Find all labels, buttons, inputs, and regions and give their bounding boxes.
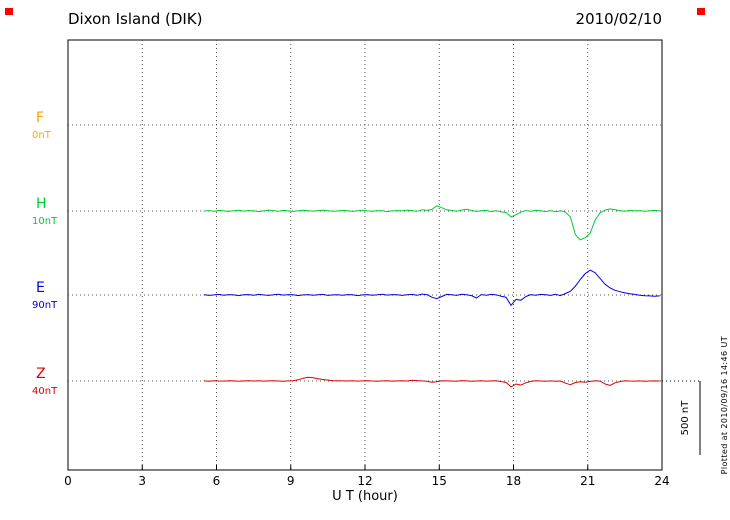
date-label: 2010/02/10: [575, 10, 662, 28]
channel-label-e: E: [36, 280, 45, 296]
corner-mark: [5, 8, 13, 15]
channel-baseline-f: 0nT: [32, 130, 51, 141]
svg-text:9: 9: [287, 474, 295, 488]
svg-text:21: 21: [580, 474, 595, 488]
svg-text:500 nT: 500 nT: [680, 400, 691, 436]
svg-text:18: 18: [506, 474, 521, 488]
corner-mark: [697, 8, 705, 15]
channel-baseline-z: 40nT: [32, 386, 58, 397]
svg-text:3: 3: [138, 474, 146, 488]
channel-baseline-h: 10nT: [32, 216, 58, 227]
channel-label-f: F: [36, 110, 45, 126]
x-axis-label: U T (hour): [332, 489, 398, 504]
page-title: Dixon Island (DIK): [68, 10, 203, 28]
channel-label-h: H: [36, 196, 47, 212]
svg-text:0: 0: [64, 474, 72, 488]
channel-label-z: Z: [36, 366, 46, 382]
channel-baseline-e: 90nT: [32, 300, 58, 311]
svg-text:12: 12: [357, 474, 372, 488]
svg-text:15: 15: [432, 474, 447, 488]
svg-text:24: 24: [654, 474, 669, 488]
plotted-at-note: Plotted at 2010/09/16 14:46 UT: [720, 335, 729, 474]
svg-text:6: 6: [213, 474, 221, 488]
